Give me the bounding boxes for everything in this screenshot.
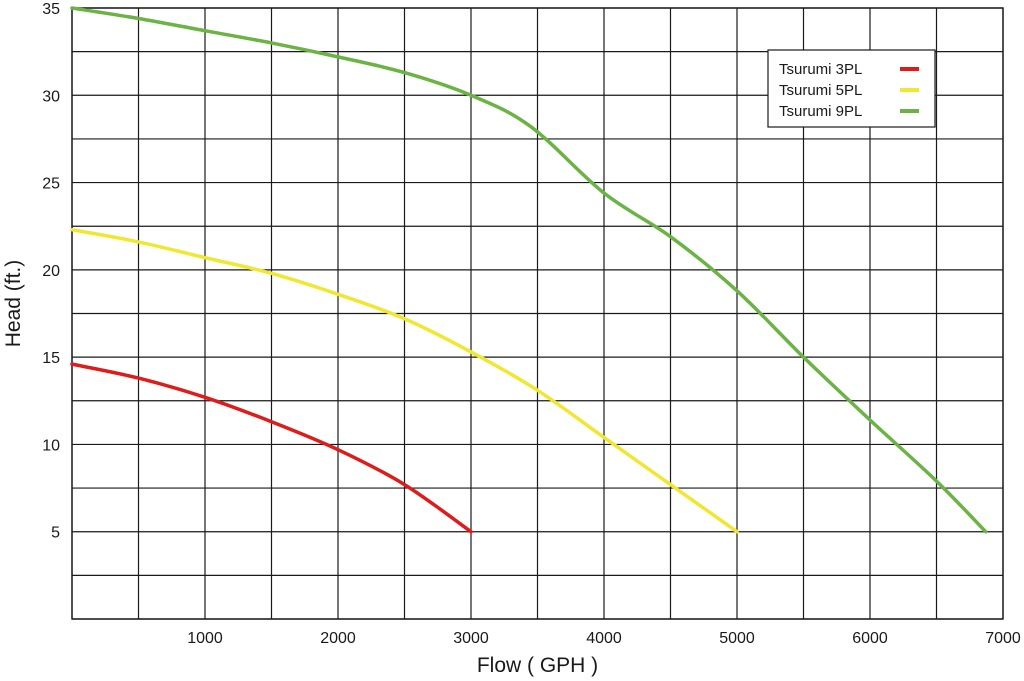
- plot-frame: [71, 7, 1004, 620]
- legend: Tsurumi 3PL Tsurumi 5PL Tsurumi 9PL: [767, 49, 936, 128]
- x-tick-label: 4000: [586, 630, 622, 647]
- y-tick-label: 25: [42, 176, 60, 193]
- x-tick-label: 5000: [719, 630, 755, 647]
- legend-label: Tsurumi 3PL: [779, 61, 862, 78]
- y-tick-label: 20: [42, 263, 60, 280]
- y-tick-label: 10: [42, 437, 60, 454]
- x-tick-label: 3000: [453, 630, 489, 647]
- series-lines: [70, 6, 988, 534]
- series-line-1: [70, 227, 739, 534]
- legend-label: Tsurumi 5PL: [779, 82, 862, 99]
- x-tick-label: 6000: [852, 630, 888, 647]
- series-line-0: [70, 362, 473, 534]
- x-tick-label: 1000: [187, 630, 223, 647]
- legend-label: Tsurumi 9PL: [779, 103, 862, 120]
- y-tick-label: 30: [42, 88, 60, 105]
- y-tick-label: 35: [42, 1, 60, 18]
- y-axis-label: Head (ft.): [2, 260, 25, 348]
- y-tick-label: 5: [51, 525, 60, 542]
- x-tick-label: 7000: [985, 630, 1021, 647]
- tick-labels: 1000 2000 3000 4000 5000 6000 7000 5 10 15 20 25 30 3…: [42, 1, 1021, 647]
- legend-items: Tsurumi 3PL Tsurumi 5PL Tsurumi 9PL: [779, 61, 919, 120]
- x-axis-label: Flow ( GPH ): [477, 654, 598, 677]
- y-tick-label: 15: [42, 350, 60, 367]
- series-line-2: [70, 6, 988, 534]
- x-tick-label: 2000: [320, 630, 356, 647]
